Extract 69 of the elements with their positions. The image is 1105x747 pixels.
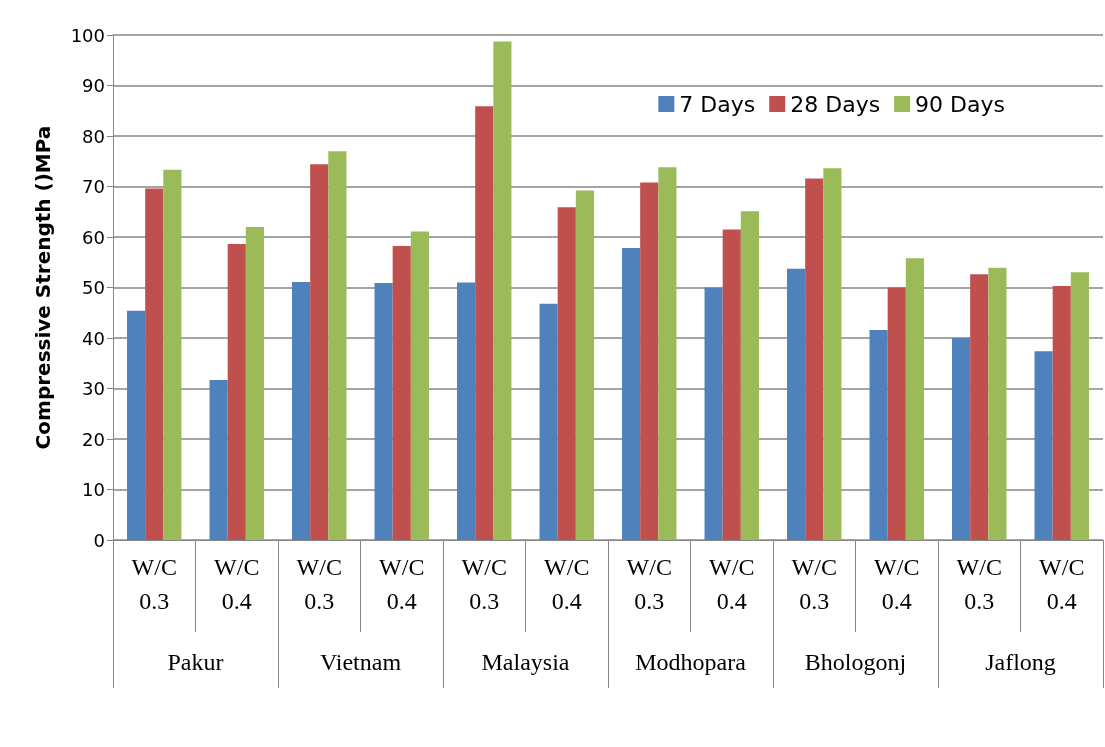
text: Bhologonj bbox=[804, 649, 907, 675]
legend-label: 90 Days bbox=[915, 91, 1005, 117]
y-tick-label: 0 bbox=[93, 529, 105, 551]
bar bbox=[740, 211, 759, 540]
bar bbox=[209, 379, 228, 540]
bar bbox=[887, 287, 906, 540]
bar bbox=[640, 182, 659, 540]
x-tick-label: W/C 0.3 bbox=[956, 554, 1002, 614]
y-tick-label: 10 bbox=[82, 479, 105, 500]
x-tick-label: W/C 0.4 bbox=[874, 554, 920, 614]
bar bbox=[970, 274, 989, 540]
bar bbox=[410, 231, 429, 540]
y-tick-label: 40 bbox=[82, 327, 105, 349]
bar bbox=[328, 151, 347, 540]
bar bbox=[575, 190, 594, 540]
x-tick-label: W/C 0.4 bbox=[1039, 554, 1085, 614]
text: Vietnam bbox=[319, 649, 402, 675]
bar bbox=[1070, 272, 1089, 540]
y-tick-label: 70 bbox=[82, 176, 105, 197]
text: Pakur bbox=[167, 649, 224, 675]
legend-label: 7 Days bbox=[679, 91, 756, 117]
bar bbox=[557, 207, 576, 540]
y-tick-label: 100 bbox=[70, 24, 105, 46]
bar bbox=[310, 164, 329, 540]
bar bbox=[1034, 351, 1053, 540]
x-tick-label: W/C 0.3 bbox=[626, 554, 672, 614]
y-tick-label: 90 bbox=[82, 75, 105, 96]
x-tick-label: W/C 0.4 bbox=[214, 554, 260, 614]
bar bbox=[952, 338, 971, 540]
bar bbox=[493, 41, 512, 540]
x-tick-label: W/C 0.3 bbox=[461, 554, 507, 614]
bar bbox=[145, 188, 164, 540]
bar bbox=[823, 168, 842, 540]
bar bbox=[539, 303, 558, 540]
bar bbox=[622, 248, 641, 540]
bar bbox=[392, 246, 411, 540]
x-tick-label: W/C 0.4 bbox=[709, 554, 755, 614]
bar bbox=[805, 178, 824, 540]
bar bbox=[704, 287, 723, 540]
text: Malaysia bbox=[481, 649, 570, 675]
bar bbox=[905, 258, 924, 540]
text: Modhopara bbox=[635, 649, 747, 675]
y-tick-label: 80 bbox=[82, 125, 105, 147]
x-tick-label: W/C 0.3 bbox=[296, 554, 342, 614]
legend-label: 28 Days bbox=[790, 91, 881, 117]
bar bbox=[988, 267, 1007, 540]
x-tick-label: W/C 0.4 bbox=[379, 554, 425, 614]
bar bbox=[787, 268, 806, 540]
bar bbox=[475, 106, 494, 540]
bar bbox=[457, 282, 476, 540]
bar bbox=[227, 244, 246, 540]
bar bbox=[292, 281, 311, 540]
y-tick-label: 60 bbox=[82, 226, 105, 248]
x-tick-label: W/C 0.3 bbox=[791, 554, 837, 614]
bar bbox=[869, 329, 888, 540]
bar bbox=[127, 310, 146, 540]
x-tick-label: W/C 0.4 bbox=[544, 554, 590, 614]
bar bbox=[245, 226, 264, 540]
bar bbox=[163, 169, 182, 540]
y-tick-label: 20 bbox=[82, 428, 105, 450]
bar bbox=[374, 282, 393, 540]
bar bbox=[658, 167, 677, 540]
y-tick-label: 50 bbox=[82, 277, 105, 298]
bar bbox=[1052, 285, 1071, 540]
x-tick-label: W/C 0.3 bbox=[131, 554, 177, 614]
bar bbox=[722, 229, 741, 540]
text: Jaflong bbox=[985, 649, 1056, 675]
y-axis-title: Compressive Strength ()MPa bbox=[31, 125, 55, 450]
y-tick-label: 30 bbox=[82, 378, 105, 399]
